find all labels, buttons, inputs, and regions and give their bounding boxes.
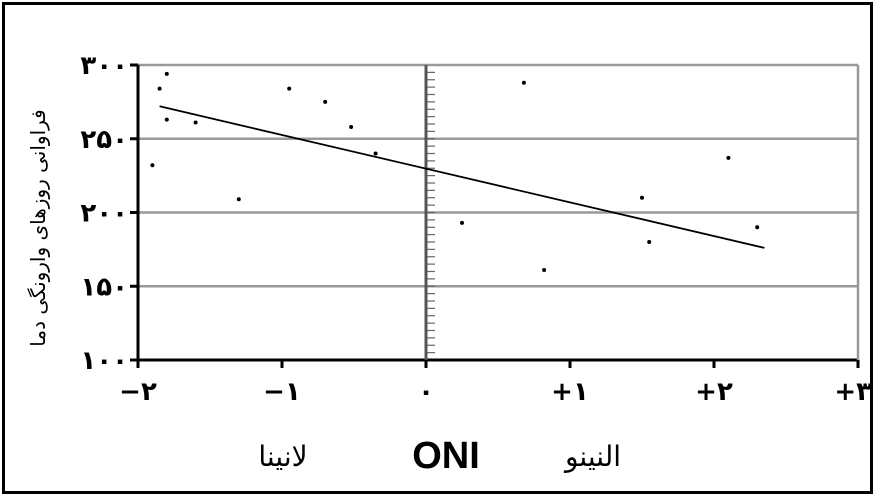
data-point [647, 240, 652, 244]
data-point [193, 120, 198, 125]
la-nina-label: لانینا [258, 440, 307, 473]
x-tick-label--1: −۱ [263, 377, 301, 407]
x-tick-label-1: +۱ [551, 377, 589, 407]
y-tick-label-200: ۲۰۰ [80, 199, 128, 229]
data-point [157, 86, 162, 91]
chart-frame [2, 2, 873, 494]
y-axis-label: فراوانی روزهای وارونگی دما [26, 109, 50, 346]
data-point [349, 124, 354, 129]
y-tick-label-150: ۱۵۰ [80, 272, 128, 302]
data-point [755, 225, 760, 230]
y-tick-label-300: ۳۰۰ [80, 51, 128, 81]
data-point [323, 99, 328, 104]
y-tick-labels: ۱۰۰ ۱۵۰ ۲۰۰ ۲۵۰ ۳۰۰ [80, 51, 128, 376]
data-point [236, 197, 241, 202]
x-tick-label-2: +۲ [695, 377, 733, 407]
data-point [373, 151, 378, 156]
x-tick-label--2: −۲ [119, 377, 157, 407]
axes [130, 63, 860, 368]
grid-lines [138, 63, 858, 288]
data-points [150, 71, 760, 273]
y-tick-label-100: ۱۰۰ [80, 346, 128, 376]
data-point [521, 80, 526, 85]
el-nino-label: النینو [563, 440, 621, 473]
data-point [164, 117, 169, 122]
trend-line-group [159, 105, 765, 249]
data-point [726, 155, 731, 160]
data-point [542, 268, 547, 273]
x-axis-label: ONI [412, 435, 480, 477]
data-point [287, 86, 292, 91]
trend-line [159, 105, 765, 249]
data-point [164, 71, 169, 76]
data-point [150, 163, 155, 168]
data-point [640, 195, 644, 200]
x-tick-label-3: +۳ [834, 377, 872, 407]
x-tick-label-0: ۰ [418, 377, 434, 407]
x-tick-labels: −۲ −۱ ۰ +۱ +۲ +۳ [119, 377, 872, 407]
y-tick-label-250: ۲۵۰ [80, 125, 128, 155]
data-point [460, 220, 464, 225]
